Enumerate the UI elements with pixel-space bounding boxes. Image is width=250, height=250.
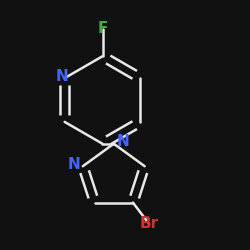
Text: F: F bbox=[97, 21, 108, 36]
Text: N: N bbox=[55, 69, 68, 84]
Text: Br: Br bbox=[140, 216, 159, 231]
Text: N: N bbox=[117, 134, 130, 149]
Text: N: N bbox=[68, 158, 80, 172]
